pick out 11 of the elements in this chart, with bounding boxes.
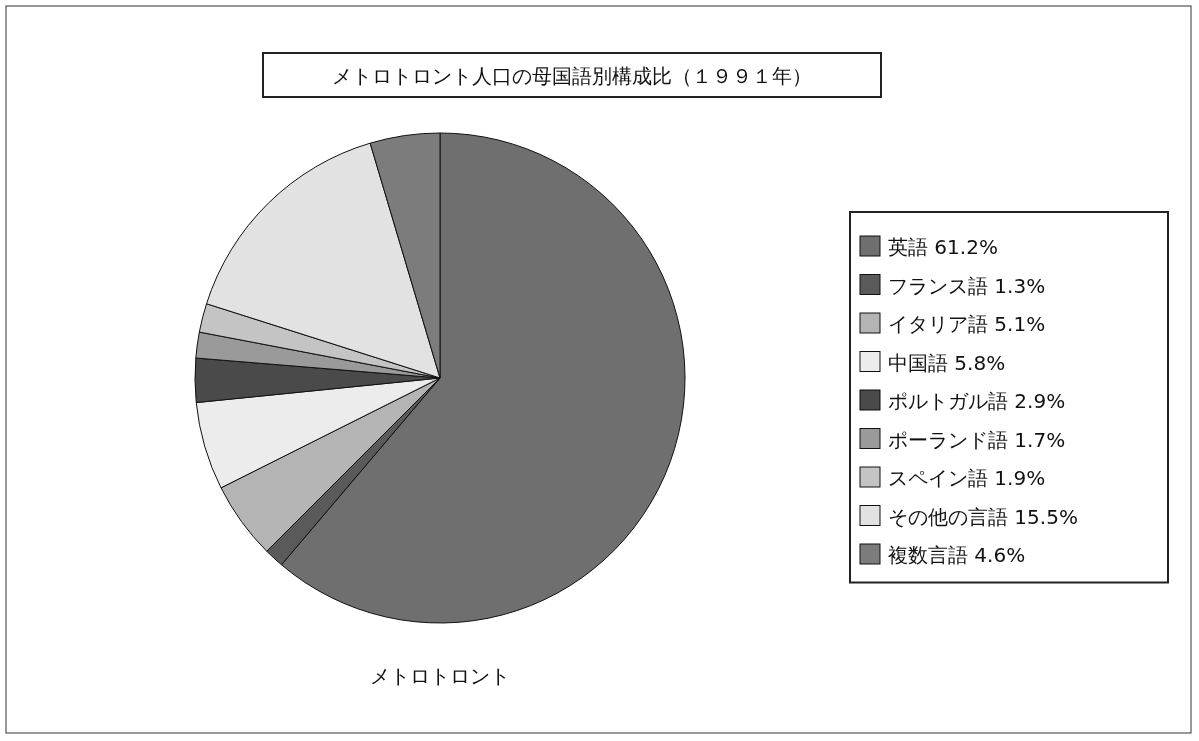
- legend-label: ポーランド語 1.7%: [888, 427, 1066, 452]
- legend-label: その他の言語 15.5%: [888, 504, 1078, 529]
- legend-label: フランス語 1.3%: [888, 273, 1046, 298]
- chart-title: メトロトロント人口の母国語別構成比（１９９１年）: [332, 64, 812, 88]
- legend-label: スペイン語 1.9%: [888, 466, 1046, 490]
- legend-label: 複数言語 4.6%: [888, 543, 1026, 567]
- legend-label: ポルトガル語 2.9%: [888, 389, 1066, 413]
- legend-label: イタリア語 5.1%: [888, 312, 1046, 336]
- legend-label: 英語 61.2%: [888, 235, 998, 259]
- text: メトロトロント: [370, 664, 510, 688]
- legend-label: 中国語 5.8%: [888, 350, 1006, 375]
